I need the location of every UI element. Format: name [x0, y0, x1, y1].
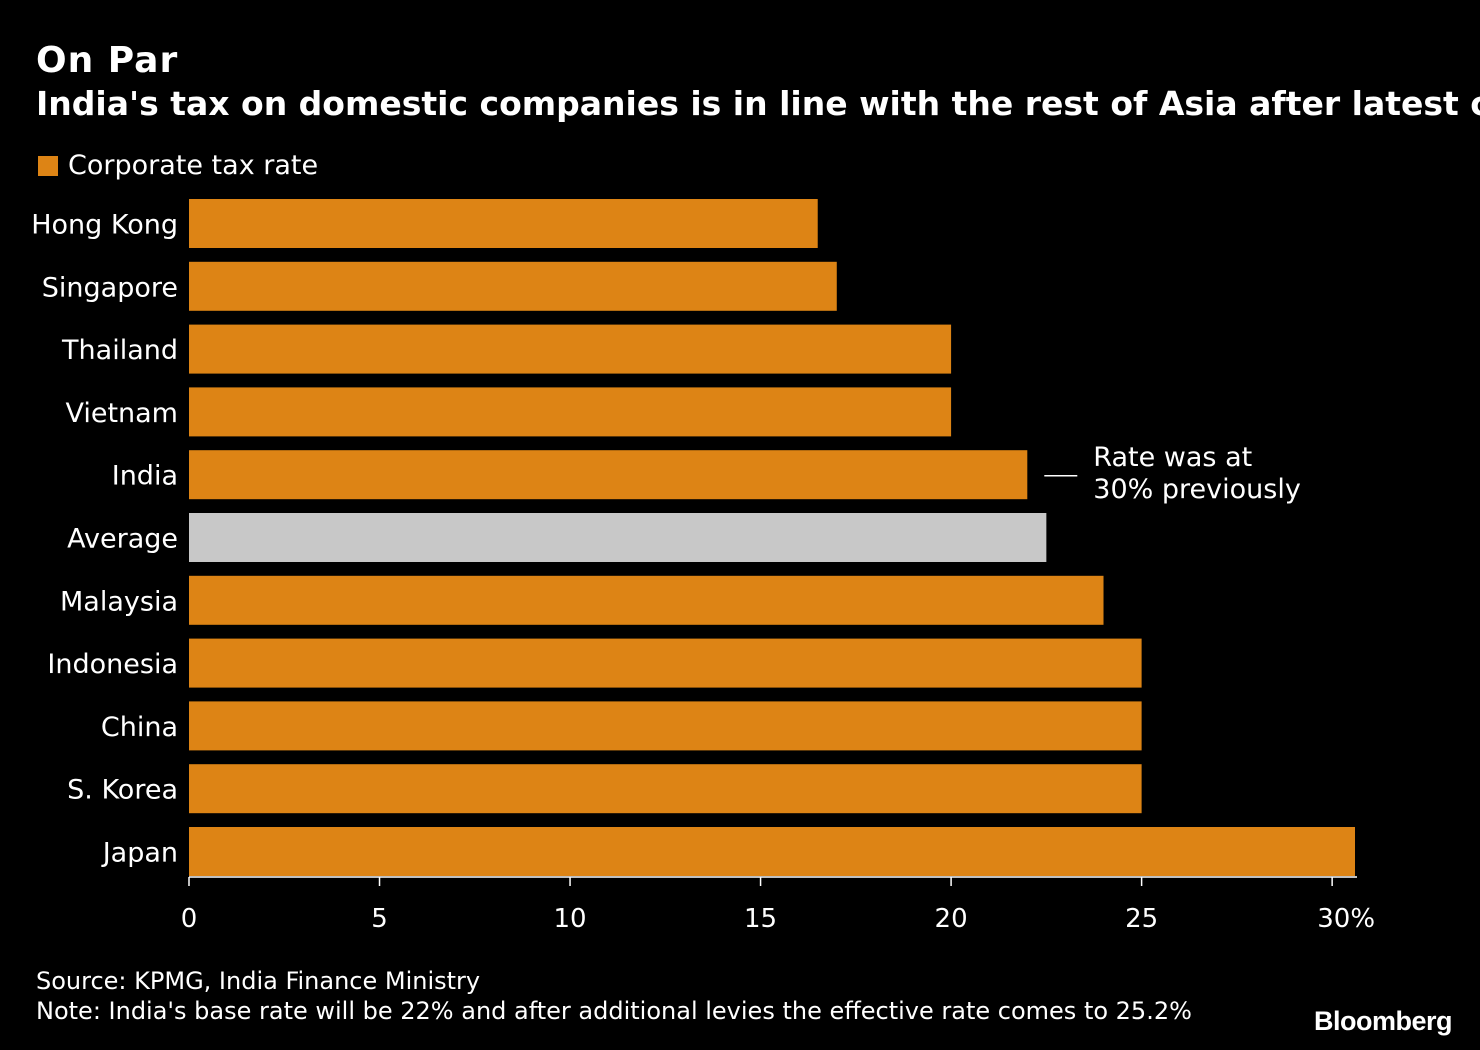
- category-label-china: China: [101, 712, 178, 743]
- x-tick-label-0: 0: [181, 904, 198, 934]
- category-label-singapore: Singapore: [42, 272, 178, 303]
- bar-hong-kong: [189, 199, 818, 248]
- bar-thailand: [189, 324, 952, 374]
- annotation-line-2: 30% previously: [1093, 474, 1301, 505]
- bar-average: [189, 513, 1047, 562]
- source-note: Source: KPMG, India Finance Ministry: [36, 967, 481, 995]
- bar-indonesia: [189, 638, 1142, 688]
- category-label-indonesia: Indonesia: [47, 649, 178, 680]
- legend-swatch: [38, 155, 58, 176]
- x-tick-label-30: 30%: [1317, 904, 1375, 934]
- bar-s-korea: [189, 764, 1142, 814]
- bar-vietnam: [189, 387, 952, 437]
- bloomberg-logo: Bloomberg: [1313, 1006, 1453, 1036]
- annotation-line-1: Rate was at: [1093, 442, 1252, 473]
- bar-india: [189, 450, 1028, 500]
- category-label-hong-kong: Hong Kong: [31, 210, 178, 241]
- x-tick-label-10: 10: [553, 904, 586, 934]
- footer: Source: KPMG, India Finance Ministry Not…: [36, 966, 1192, 1026]
- category-label-average: Average: [67, 524, 178, 555]
- category-label-vietnam: Vietnam: [65, 398, 178, 429]
- legend: Corporate tax rate: [38, 150, 318, 181]
- bar-chart: Hong Kong Singapore Thailand Vietnam India Ra…: [31, 199, 1375, 934]
- legend-label: Corporate tax rate: [68, 150, 319, 181]
- bar-china: [189, 701, 1142, 751]
- x-tick-label-15: 15: [744, 904, 777, 934]
- chart-title: On Par: [36, 40, 179, 81]
- chart-subtitle: India's tax on domestic companies is in …: [36, 84, 1480, 123]
- x-tick-label-20: 20: [935, 904, 968, 934]
- category-label-s-korea: S. Korea: [67, 775, 178, 806]
- category-label-malaysia: Malaysia: [60, 586, 178, 617]
- bar-malaysia: [189, 575, 1104, 625]
- x-tick-label-25: 25: [1125, 904, 1158, 934]
- category-label-japan: Japan: [101, 838, 178, 869]
- category-label-india: India: [112, 461, 178, 492]
- footnote: Note: India's base rate will be 22% and …: [36, 997, 1192, 1025]
- x-tick-label-5: 5: [371, 904, 388, 934]
- bar-singapore: [189, 261, 837, 311]
- bar-japan: [189, 827, 1355, 876]
- category-label-thailand: Thailand: [61, 335, 178, 366]
